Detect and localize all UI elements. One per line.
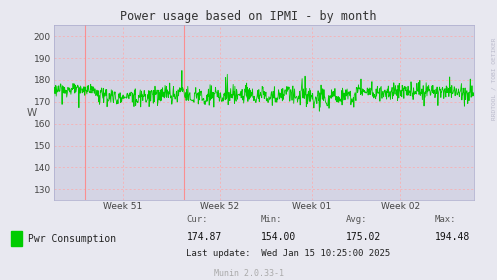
- Text: Min:: Min:: [261, 215, 282, 224]
- Text: 174.87: 174.87: [186, 232, 222, 242]
- Text: Max:: Max:: [435, 215, 456, 224]
- Text: RRDTOOL / TOBI OETIKER: RRDTOOL / TOBI OETIKER: [491, 37, 496, 120]
- Text: Pwr Consumption: Pwr Consumption: [28, 234, 116, 244]
- Text: Munin 2.0.33-1: Munin 2.0.33-1: [214, 269, 283, 278]
- Text: Power usage based on IPMI - by month: Power usage based on IPMI - by month: [120, 10, 377, 23]
- Text: 175.02: 175.02: [345, 232, 381, 242]
- Text: Avg:: Avg:: [345, 215, 367, 224]
- Text: 154.00: 154.00: [261, 232, 296, 242]
- Text: Last update:  Wed Jan 15 10:25:00 2025: Last update: Wed Jan 15 10:25:00 2025: [186, 249, 391, 258]
- Text: 194.48: 194.48: [435, 232, 470, 242]
- Text: Cur:: Cur:: [186, 215, 208, 224]
- Y-axis label: W: W: [27, 108, 37, 118]
